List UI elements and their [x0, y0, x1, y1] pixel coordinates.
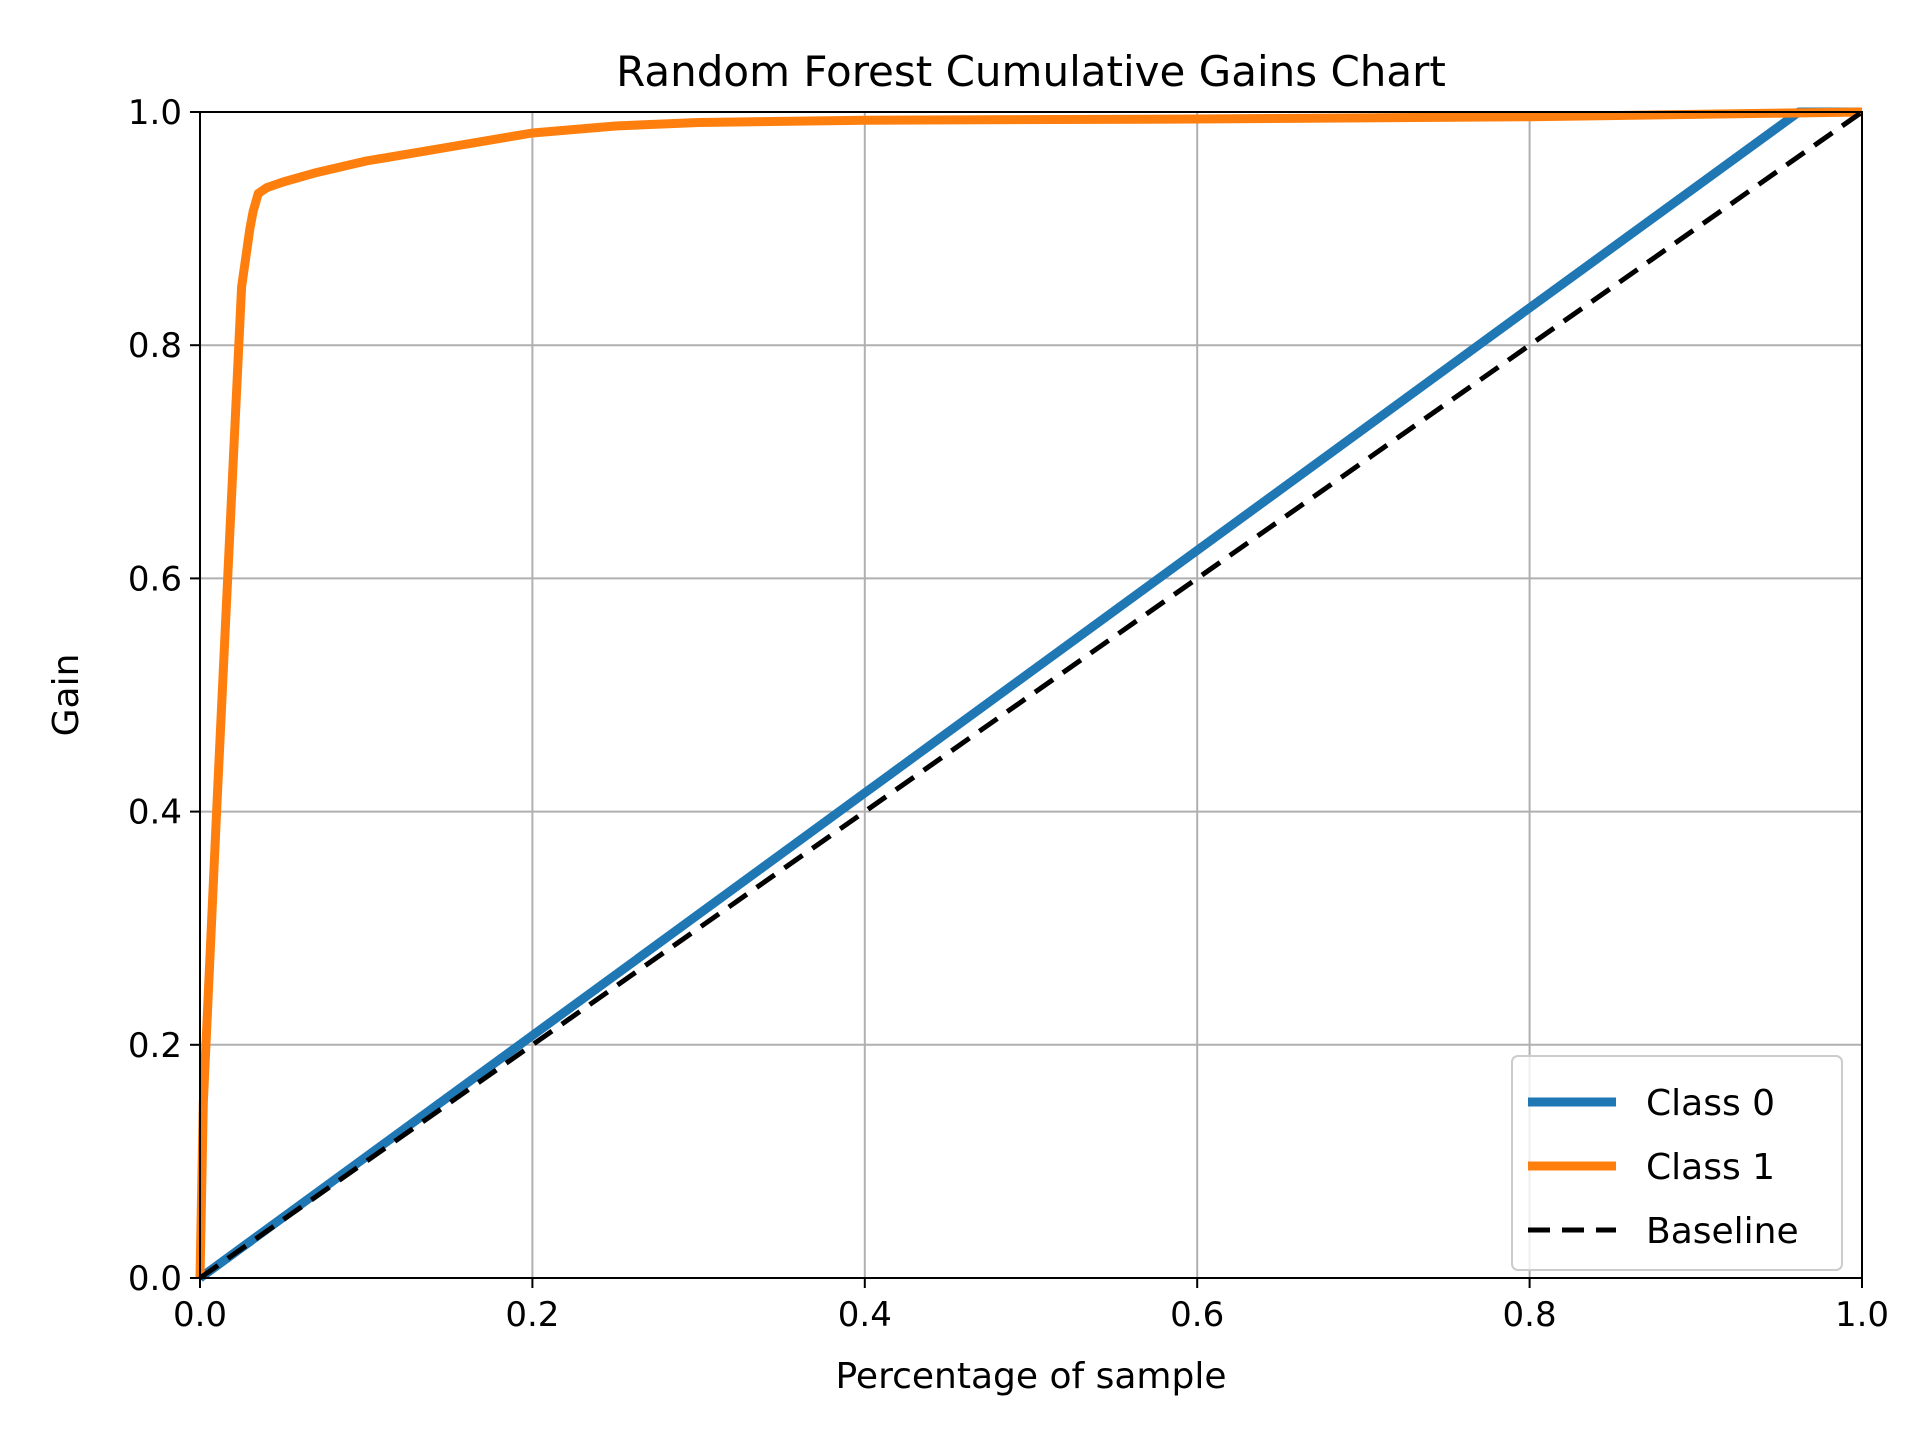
x-tick-label: 0.0 [173, 1295, 227, 1335]
legend-box [1511, 1055, 1843, 1271]
legend-label-baseline: Baseline [1646, 1211, 1799, 1252]
plot-frame [199, 111, 1863, 1279]
y-axis-ticks: 0.0 0.2 0.4 0.6 0.8 1.0 [128, 93, 200, 1299]
x-tick-label: 0.8 [1503, 1295, 1557, 1335]
x-axis-label: Percentage of sample [836, 1356, 1227, 1397]
y-tick-label: 0.8 [128, 326, 182, 366]
y-tick-label: 1.0 [128, 93, 182, 133]
x-tick-label: 0.6 [1170, 1295, 1224, 1335]
series-line-class-1 [195, 107, 1863, 1279]
legend-label-class-0: Class 0 [1646, 1083, 1775, 1124]
legend: Class 0 Class 1 Baseline [1511, 1055, 1843, 1271]
y-tick-label: 0.6 [128, 559, 182, 599]
x-tick-label: 1.0 [1835, 1295, 1889, 1335]
legend-label-class-1: Class 1 [1646, 1147, 1775, 1188]
y-axis-label: Gain [46, 654, 87, 737]
y-tick-label: 0.4 [128, 793, 182, 833]
chart-title: Random Forest Cumulative Gains Chart [616, 47, 1446, 96]
x-axis-ticks: 0.0 0.2 0.4 0.6 0.8 1.0 [173, 1278, 1889, 1335]
x-tick-label: 0.2 [505, 1295, 559, 1335]
y-tick-label: 0.2 [128, 1026, 182, 1066]
x-tick-label: 0.4 [838, 1295, 892, 1335]
y-tick-label: 0.0 [128, 1259, 182, 1299]
